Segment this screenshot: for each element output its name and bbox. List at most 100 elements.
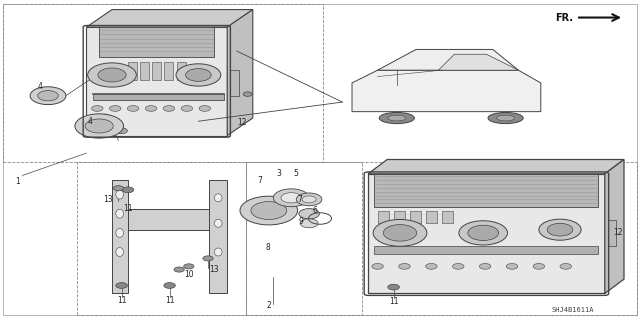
Polygon shape (140, 62, 149, 80)
Text: 5: 5 (293, 169, 298, 178)
Polygon shape (209, 180, 227, 293)
Polygon shape (442, 211, 453, 223)
Circle shape (273, 189, 309, 207)
Circle shape (75, 114, 124, 138)
Polygon shape (177, 62, 186, 80)
Circle shape (176, 64, 221, 86)
Polygon shape (608, 220, 616, 246)
Circle shape (506, 263, 518, 269)
Ellipse shape (116, 209, 124, 218)
Circle shape (164, 283, 175, 288)
Circle shape (184, 264, 194, 269)
Polygon shape (112, 180, 128, 293)
Bar (246, 162, 637, 315)
Circle shape (479, 263, 491, 269)
Text: 6: 6 (312, 206, 317, 215)
Text: 11: 11 (117, 296, 126, 305)
Ellipse shape (388, 115, 406, 121)
Circle shape (243, 92, 252, 96)
Polygon shape (86, 27, 227, 136)
Text: 13: 13 (209, 265, 220, 274)
Circle shape (296, 193, 322, 206)
Circle shape (251, 202, 287, 219)
Polygon shape (368, 174, 605, 293)
Polygon shape (99, 27, 214, 57)
Ellipse shape (497, 115, 515, 121)
Polygon shape (605, 160, 624, 293)
Circle shape (127, 106, 139, 111)
Circle shape (145, 106, 157, 111)
Circle shape (116, 128, 127, 134)
Polygon shape (128, 62, 137, 80)
Text: 11: 11 (389, 297, 398, 306)
Circle shape (85, 119, 113, 133)
Text: FR.: FR. (555, 12, 573, 23)
Text: 4: 4 (37, 82, 42, 91)
Text: 4: 4 (87, 117, 92, 126)
Circle shape (372, 263, 383, 269)
Text: 3: 3 (276, 169, 281, 178)
Circle shape (539, 219, 581, 240)
Circle shape (88, 63, 136, 87)
Ellipse shape (214, 248, 222, 256)
Circle shape (116, 283, 127, 288)
Circle shape (174, 267, 184, 272)
Polygon shape (378, 49, 518, 70)
Text: 7: 7 (257, 176, 262, 185)
Polygon shape (438, 54, 518, 70)
Circle shape (373, 219, 427, 246)
Circle shape (203, 256, 213, 261)
Ellipse shape (116, 248, 124, 256)
Ellipse shape (488, 113, 523, 124)
Text: 2: 2 (266, 301, 271, 310)
Polygon shape (426, 211, 437, 223)
Circle shape (199, 106, 211, 111)
Text: 13: 13 (102, 195, 113, 204)
Polygon shape (368, 160, 624, 174)
Circle shape (163, 106, 175, 111)
Polygon shape (128, 209, 227, 230)
Polygon shape (93, 94, 224, 100)
Bar (246, 162, 362, 315)
Circle shape (459, 221, 508, 245)
Text: 12: 12 (237, 118, 246, 127)
Circle shape (547, 223, 573, 236)
Text: 7: 7 (297, 195, 302, 204)
Circle shape (109, 106, 121, 111)
Circle shape (533, 263, 545, 269)
Ellipse shape (116, 190, 124, 199)
Text: SHJ4B1611A: SHJ4B1611A (552, 307, 594, 313)
Polygon shape (410, 211, 421, 223)
Circle shape (452, 263, 464, 269)
Ellipse shape (214, 194, 222, 202)
Polygon shape (164, 62, 173, 80)
Polygon shape (394, 211, 405, 223)
Ellipse shape (214, 219, 222, 227)
Bar (3, 4, 323, 162)
Polygon shape (374, 246, 598, 254)
Ellipse shape (379, 113, 415, 124)
Circle shape (426, 263, 437, 269)
Polygon shape (374, 174, 598, 207)
Circle shape (181, 106, 193, 111)
Text: 11: 11 (165, 296, 174, 305)
Circle shape (38, 91, 58, 101)
Circle shape (383, 225, 417, 241)
Bar (77, 162, 246, 315)
Circle shape (299, 209, 319, 219)
Polygon shape (152, 62, 161, 80)
Ellipse shape (116, 228, 124, 237)
Circle shape (113, 186, 124, 191)
Polygon shape (352, 70, 541, 112)
Circle shape (122, 187, 134, 193)
Polygon shape (227, 10, 253, 136)
Text: 8: 8 (265, 243, 270, 252)
Polygon shape (86, 10, 253, 27)
Polygon shape (378, 211, 389, 223)
Text: 9: 9 (298, 217, 303, 226)
Text: 12: 12 (613, 228, 622, 237)
Circle shape (281, 193, 301, 203)
Text: 11: 11 (124, 204, 132, 213)
Circle shape (399, 263, 410, 269)
Circle shape (92, 106, 103, 111)
